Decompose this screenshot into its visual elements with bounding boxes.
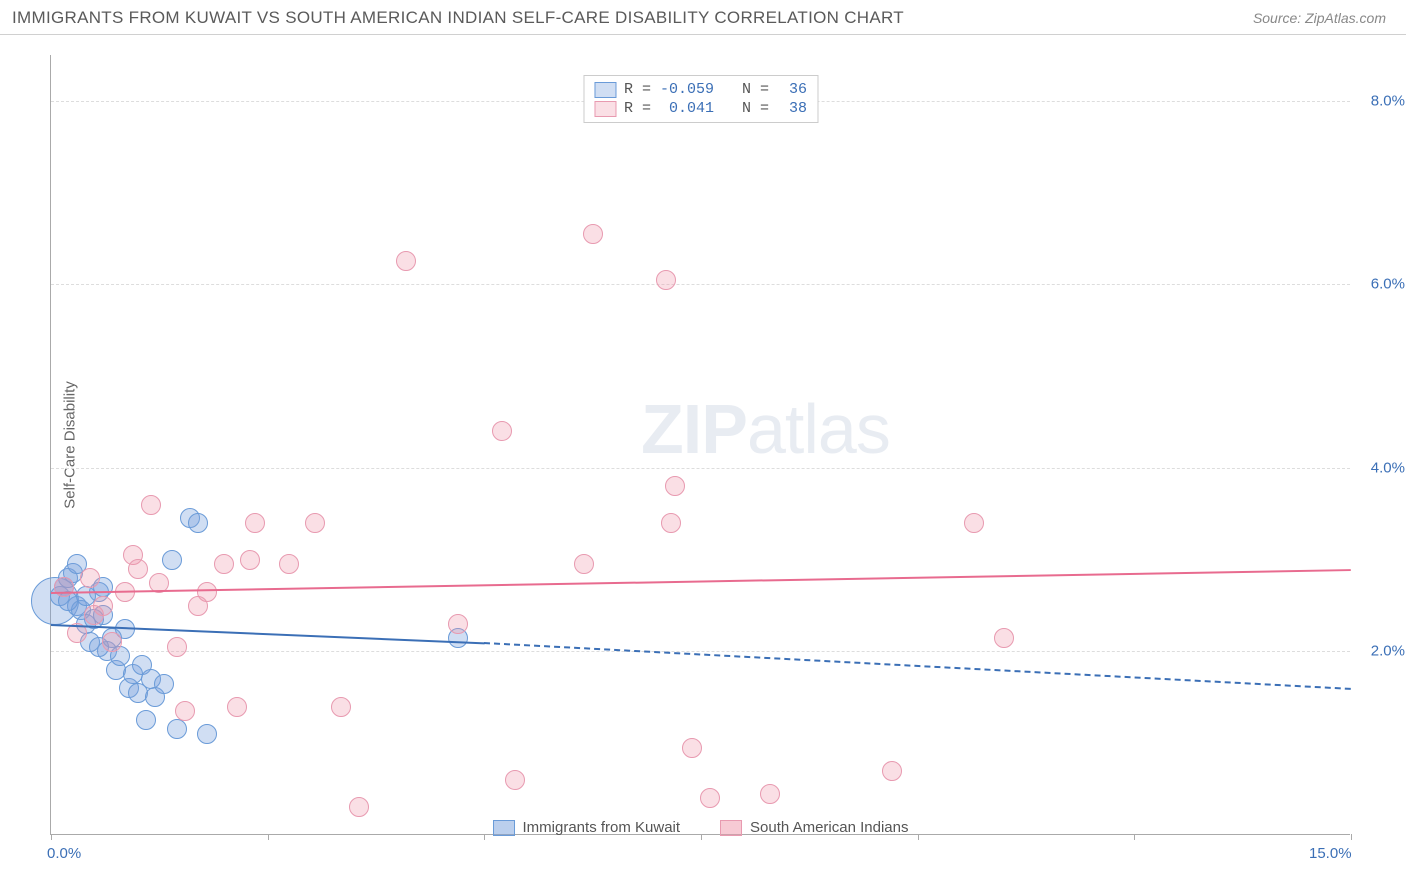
y-tick-label: 4.0% xyxy=(1371,459,1405,476)
data-point xyxy=(656,270,676,290)
data-point xyxy=(102,632,122,652)
r-value: -0.059 xyxy=(659,81,714,98)
data-point xyxy=(141,495,161,515)
legend-swatch xyxy=(594,101,616,117)
data-point xyxy=(349,797,369,817)
legend-swatch xyxy=(594,82,616,98)
n-value: 38 xyxy=(777,100,807,117)
series-legend: Immigrants from Kuwait South American Ind… xyxy=(493,819,909,836)
data-point xyxy=(214,554,234,574)
x-tick xyxy=(484,834,485,840)
plot-region: ZIPatlas 2.0%4.0%6.0%8.0%0.0%15.0%R =-0.… xyxy=(50,55,1350,835)
data-point xyxy=(492,421,512,441)
data-point xyxy=(175,701,195,721)
data-point xyxy=(760,784,780,804)
watermark: ZIPatlas xyxy=(641,389,890,469)
x-tick xyxy=(51,834,52,840)
data-point xyxy=(197,724,217,744)
data-point xyxy=(665,476,685,496)
data-point xyxy=(574,554,594,574)
trend-line xyxy=(51,569,1351,594)
data-point xyxy=(188,596,208,616)
x-tick xyxy=(918,834,919,840)
data-point xyxy=(882,761,902,781)
data-point xyxy=(162,550,182,570)
data-point xyxy=(167,637,187,657)
data-point xyxy=(154,674,174,694)
data-point xyxy=(994,628,1014,648)
data-point xyxy=(448,614,468,634)
y-tick-label: 8.0% xyxy=(1371,92,1405,109)
r-label: R = xyxy=(624,81,651,98)
legend-swatch xyxy=(720,820,742,836)
chart-area: Self-Care Disability ZIPatlas 2.0%4.0%6.… xyxy=(0,35,1406,855)
data-point xyxy=(279,554,299,574)
data-point xyxy=(54,577,74,597)
data-point xyxy=(583,224,603,244)
data-point xyxy=(136,710,156,730)
data-point xyxy=(245,513,265,533)
data-point xyxy=(396,251,416,271)
gridline xyxy=(51,651,1350,652)
x-tick-label: 0.0% xyxy=(47,845,81,862)
data-point xyxy=(167,719,187,739)
data-point xyxy=(305,513,325,533)
legend-label: South American Indians xyxy=(750,819,908,836)
chart-header: IMMIGRANTS FROM KUWAIT VS SOUTH AMERICAN… xyxy=(0,0,1406,35)
y-tick-label: 2.0% xyxy=(1371,643,1405,660)
data-point xyxy=(505,770,525,790)
data-point xyxy=(700,788,720,808)
x-tick xyxy=(268,834,269,840)
data-point xyxy=(331,697,351,717)
chart-source: Source: ZipAtlas.com xyxy=(1253,10,1386,26)
data-point xyxy=(661,513,681,533)
x-tick xyxy=(1134,834,1135,840)
data-point xyxy=(682,738,702,758)
trend-line xyxy=(484,642,1351,690)
x-tick xyxy=(1351,834,1352,840)
data-point xyxy=(188,513,208,533)
n-label: N = xyxy=(742,100,769,117)
r-label: R = xyxy=(624,100,651,117)
data-point xyxy=(80,568,100,588)
chart-title: IMMIGRANTS FROM KUWAIT VS SOUTH AMERICAN… xyxy=(12,8,904,28)
data-point xyxy=(227,697,247,717)
correlation-legend: R = -0.059 N = 36 R = 0.041 N = 38 xyxy=(583,75,818,123)
legend-row: R = -0.059 N = 36 xyxy=(594,80,807,99)
legend-swatch xyxy=(493,820,515,836)
data-point xyxy=(128,559,148,579)
n-label: N = xyxy=(742,81,769,98)
legend-item: Immigrants from Kuwait xyxy=(493,819,681,836)
legend-row: R = 0.041 N = 38 xyxy=(594,99,807,118)
legend-item: South American Indians xyxy=(720,819,908,836)
data-point xyxy=(84,605,104,625)
data-point xyxy=(964,513,984,533)
r-value: 0.041 xyxy=(659,100,714,117)
legend-label: Immigrants from Kuwait xyxy=(523,819,681,836)
n-value: 36 xyxy=(777,81,807,98)
x-tick-label: 15.0% xyxy=(1309,845,1352,862)
gridline xyxy=(51,468,1350,469)
data-point xyxy=(240,550,260,570)
y-tick-label: 6.0% xyxy=(1371,276,1405,293)
gridline xyxy=(51,284,1350,285)
